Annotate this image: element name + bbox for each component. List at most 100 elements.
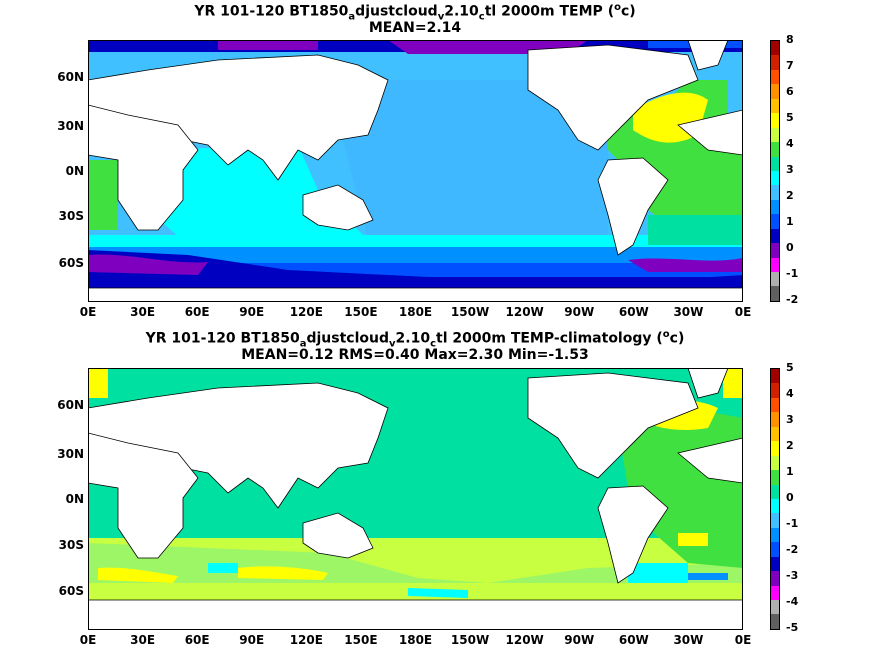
colorbar-segment (771, 199, 779, 215)
colorbar-label: 1 (786, 215, 794, 228)
colorbar-segment (771, 383, 779, 398)
colorbar-label: 5 (786, 111, 794, 124)
lon-label: 30E (130, 305, 156, 319)
colorbar-label: 2 (786, 189, 794, 202)
colorbar-segment (771, 585, 779, 600)
lon-label: 60E (184, 633, 210, 647)
colorbar-segment (771, 484, 779, 499)
lon-label: 150W (450, 305, 490, 319)
colorbar-segment (771, 286, 779, 301)
colorbar-segment (771, 369, 779, 384)
colorbar-label: 3 (786, 163, 794, 176)
colorbar-segment (771, 455, 779, 471)
lon-label: 120E (289, 305, 323, 319)
panel1-subtitle: MEAN=2.14 (368, 20, 462, 36)
colorbar-segment (771, 397, 779, 413)
panel2-map (88, 368, 743, 630)
lon-label: 180E (398, 305, 433, 319)
colorbar-segment (771, 84, 779, 99)
panel2-title: YR 101-120 BT1850adjustcloudv2.10ctl 200… (145, 329, 685, 350)
colorbar-segment (771, 41, 779, 56)
colorbar-segment (771, 470, 779, 485)
colorbar-label: 8 (786, 33, 794, 46)
lon-label: 120W (505, 305, 544, 319)
lon-label: 120W (505, 633, 544, 647)
lon-label: 0E (734, 633, 752, 647)
lat-label: 0N (65, 164, 84, 178)
colorbar-segment (771, 272, 779, 287)
colorbar-segment (771, 127, 779, 143)
colorbar-segment (771, 142, 779, 157)
colorbar-label: -1 (786, 517, 799, 530)
panel2-colorbar (770, 368, 780, 630)
panel1-colorbar (770, 40, 780, 302)
lon-label: 90E (239, 633, 265, 647)
colorbar-segment (771, 69, 779, 85)
lon-label: 60W (618, 305, 649, 319)
colorbar-segment (771, 571, 779, 586)
colorbar-segment (771, 98, 779, 114)
lon-label: 0E (79, 305, 97, 319)
colorbar-segment (771, 498, 779, 514)
lon-label: 150W (450, 633, 490, 647)
colorbar-label: 6 (786, 85, 794, 98)
lon-label: 90E (239, 305, 265, 319)
colorbar-label: 2 (786, 439, 794, 452)
colorbar-segment (771, 257, 779, 272)
lon-label: 60W (618, 633, 649, 647)
lat-label: 60N (57, 398, 84, 412)
colorbar-label: -3 (786, 569, 799, 582)
colorbar-segment (771, 600, 779, 615)
panel2-subtitle: MEAN=0.12 RMS=0.40 Max=2.30 Min=-1.53 (241, 347, 589, 363)
lat-label: 30N (57, 447, 84, 461)
lat-label: 60S (58, 256, 84, 270)
colorbar-segment (771, 412, 779, 427)
colorbar-segment (771, 441, 779, 456)
colorbar-segment (771, 228, 779, 244)
colorbar-segment (771, 214, 779, 229)
colorbar-segment (771, 426, 779, 442)
colorbar-label: 5 (786, 361, 794, 374)
panel1-title: YR 101-120 BT1850adjustcloudv2.10ctl 200… (194, 2, 636, 23)
lat-label: 0N (65, 492, 84, 506)
colorbar-segment (771, 614, 779, 629)
colorbar-label: -5 (786, 621, 799, 634)
colorbar-label: 7 (786, 59, 794, 72)
lon-label: 90W (564, 305, 595, 319)
lat-label: 30S (58, 538, 84, 552)
colorbar-segment (771, 556, 779, 572)
colorbar-label: -2 (786, 293, 799, 306)
colorbar-label: -1 (786, 267, 799, 280)
colorbar-label: 3 (786, 413, 794, 426)
colorbar-label: 1 (786, 465, 794, 478)
colorbar-segment (771, 542, 779, 557)
panel1-map (88, 40, 743, 302)
colorbar-label: 0 (786, 491, 794, 504)
colorbar-segment (771, 113, 779, 128)
colorbar-label: 4 (786, 387, 794, 400)
lon-label: 150E (344, 633, 378, 647)
lon-label: 0E (79, 633, 97, 647)
colorbar-label: 4 (786, 137, 794, 150)
colorbar-segment (771, 156, 779, 171)
lat-label: 30S (58, 209, 84, 223)
colorbar-segment (771, 243, 779, 258)
lon-label: 150E (344, 305, 378, 319)
lat-label: 60S (58, 584, 84, 598)
lon-label: 120E (289, 633, 323, 647)
colorbar-segment (771, 55, 779, 70)
lon-label: 0E (734, 305, 752, 319)
lon-label: 90W (564, 633, 595, 647)
lat-label: 60N (57, 70, 84, 84)
lon-label: 30W (673, 633, 704, 647)
lon-label: 60E (184, 305, 210, 319)
colorbar-segment (771, 527, 779, 543)
lon-label: 30W (673, 305, 704, 319)
colorbar-label: -2 (786, 543, 799, 556)
colorbar-segment (771, 170, 779, 186)
colorbar-label: -4 (786, 595, 799, 608)
colorbar-segment (771, 513, 779, 528)
lon-label: 30E (130, 633, 156, 647)
colorbar-label: 0 (786, 241, 794, 254)
lat-label: 30N (57, 119, 84, 133)
